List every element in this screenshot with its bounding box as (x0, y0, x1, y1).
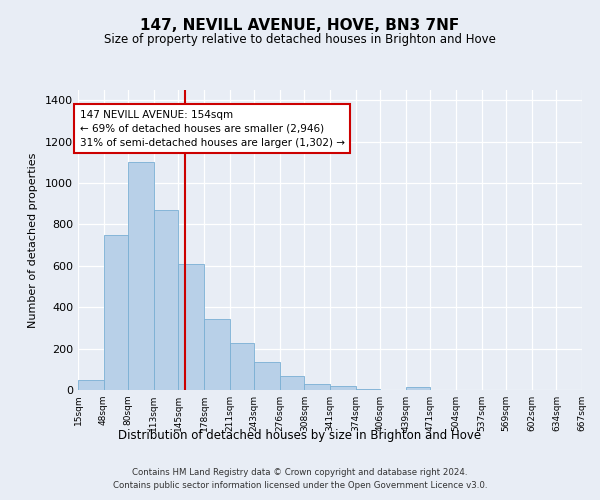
Text: Size of property relative to detached houses in Brighton and Hove: Size of property relative to detached ho… (104, 32, 496, 46)
Bar (178, 264, 204, 390)
Text: Distribution of detached houses by size in Brighton and Hove: Distribution of detached houses by size … (118, 428, 482, 442)
Bar (204, 318, 230, 390)
Text: Contains public sector information licensed under the Open Government Licence v3: Contains public sector information licen… (113, 482, 487, 490)
Bar (230, 344, 254, 390)
Bar (304, 384, 330, 390)
Bar (154, 210, 178, 390)
Y-axis label: Number of detached properties: Number of detached properties (28, 152, 38, 328)
Bar (356, 389, 380, 390)
Text: 147 NEVILL AVENUE: 154sqm
← 69% of detached houses are smaller (2,946)
31% of se: 147 NEVILL AVENUE: 154sqm ← 69% of detac… (80, 110, 344, 148)
Bar (78, 380, 104, 390)
Bar (104, 235, 128, 390)
Bar (330, 386, 356, 390)
Bar (406, 387, 430, 390)
Bar (280, 376, 304, 390)
Bar (254, 362, 280, 390)
Text: Contains HM Land Registry data © Crown copyright and database right 2024.: Contains HM Land Registry data © Crown c… (132, 468, 468, 477)
Bar (128, 162, 154, 390)
Text: 147, NEVILL AVENUE, HOVE, BN3 7NF: 147, NEVILL AVENUE, HOVE, BN3 7NF (140, 18, 460, 32)
